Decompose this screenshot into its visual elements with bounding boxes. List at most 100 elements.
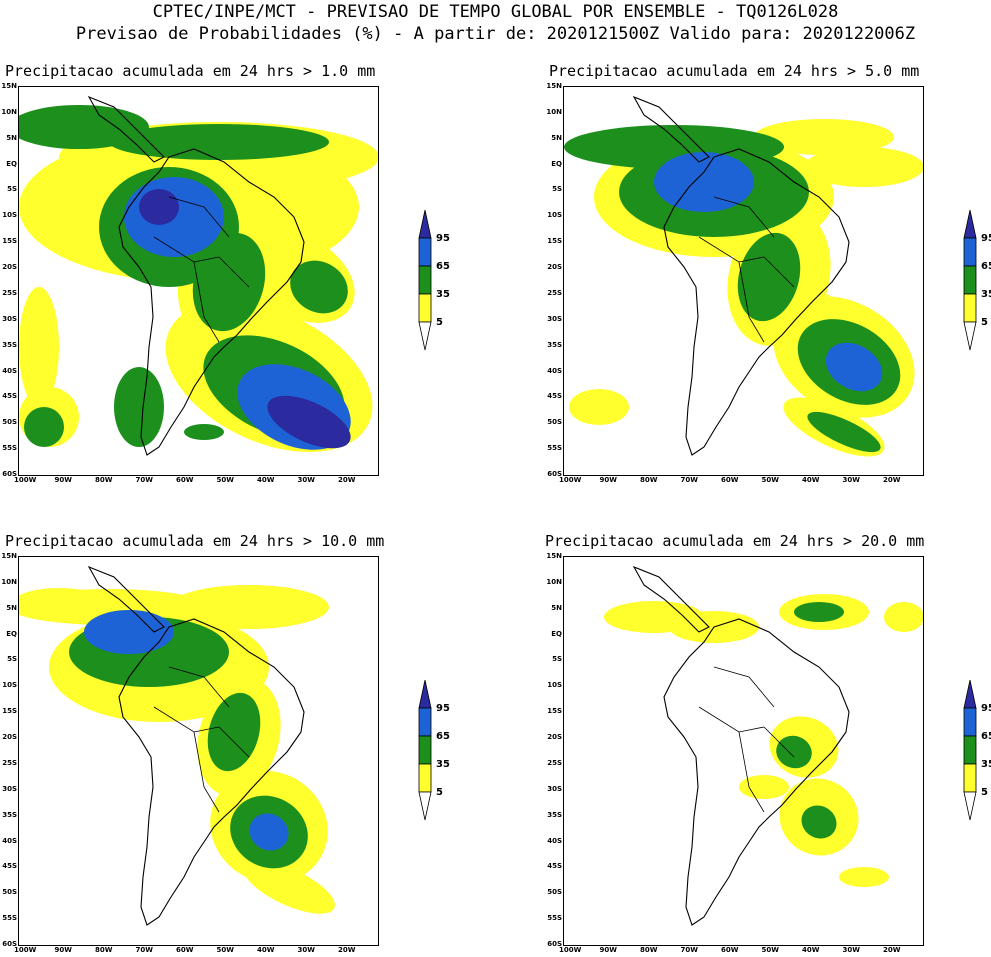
lat-tick-label: 55S	[547, 914, 562, 923]
precip-map-svg	[604, 565, 923, 926]
lat-tick-label: EQ	[6, 159, 17, 168]
legend-label: 65	[436, 731, 450, 742]
lon-tick-label: 30W	[297, 946, 315, 954]
country-border	[193, 731, 220, 813]
country-border	[698, 706, 765, 733]
lat-tick-label: 30S	[2, 314, 17, 323]
legend-colorbar	[418, 210, 432, 351]
lat-tick-label: 10S	[2, 681, 17, 690]
country-border	[218, 726, 250, 758]
lat-tick-label: EQ	[551, 159, 562, 168]
lat-tick-label: 15S	[2, 237, 17, 246]
lon-tick-label: 70W	[135, 476, 153, 484]
map-panel-10mm	[18, 556, 379, 946]
lon-tick-label: 80W	[95, 476, 113, 484]
lon-tick-label: 30W	[842, 476, 860, 484]
country-border	[763, 726, 795, 758]
country-border	[713, 196, 775, 238]
probability-area	[807, 411, 881, 453]
legend-swatch-below	[963, 321, 977, 351]
probability-area	[801, 805, 837, 839]
lat-tick-label: 25S	[547, 288, 562, 297]
probability-area	[24, 407, 64, 447]
lat-tick-label: 5N	[551, 133, 562, 142]
probability-area	[267, 395, 351, 449]
lat-tick-label: 45S	[2, 392, 17, 401]
lat-tick-label: 5N	[6, 133, 17, 142]
lat-tick-label: 10N	[546, 107, 562, 116]
lat-tick-label: 60S	[547, 470, 562, 478]
lon-tick-label: 60W	[176, 476, 194, 484]
country-border	[763, 256, 795, 288]
lat-tick-label: 5S	[552, 655, 562, 664]
probability-area	[192, 232, 266, 332]
precip-map-svg	[19, 565, 335, 926]
coastline	[632, 95, 710, 163]
legend-swatch-5	[963, 763, 977, 793]
probability-area	[249, 813, 289, 851]
coastline	[87, 95, 165, 163]
legend-label: 35	[981, 289, 991, 300]
panel-title-5mm: Precipitacao acumulada em 24 hrs > 5.0 m…	[549, 62, 920, 80]
lon-tick-label: 20W	[338, 476, 356, 484]
lat-tick-label: 30S	[547, 314, 562, 323]
lat-tick-label: 15N	[546, 82, 562, 90]
lon-tick-label: 40W	[257, 476, 275, 484]
lat-tick-label: 45S	[547, 862, 562, 871]
country-border	[168, 196, 230, 238]
lon-tick-label: 40W	[802, 946, 820, 954]
lon-tick-label: 70W	[680, 476, 698, 484]
main-title: CPTEC/INPE/MCT - PREVISAO DE TEMPO GLOBA…	[152, 2, 839, 22]
lon-tick-label: 60W	[176, 946, 194, 954]
probability-area	[739, 775, 789, 799]
lat-tick-label: 45S	[547, 392, 562, 401]
lat-tick-label: 10S	[2, 211, 17, 220]
legend-label: 95	[981, 233, 991, 244]
legend-swatch-65	[963, 237, 977, 267]
probability-area	[207, 692, 261, 772]
lat-tick-label: 35S	[2, 340, 17, 349]
lat-tick-label: 20S	[2, 733, 17, 742]
map-panel-20mm	[563, 556, 924, 946]
lat-tick-label: 25S	[2, 758, 17, 767]
probability-area	[569, 389, 629, 425]
probability-area	[19, 287, 59, 407]
probability-area	[114, 367, 164, 447]
legend-swatch-65	[418, 237, 432, 267]
legend-label: 5	[981, 317, 988, 328]
legend-swatch-35	[418, 265, 432, 295]
lon-tick-label: 30W	[297, 476, 315, 484]
lon-tick-label: 100W	[559, 946, 582, 954]
lat-tick-label: 15S	[547, 707, 562, 716]
lon-tick-label: 20W	[883, 476, 901, 484]
probability-area	[825, 342, 883, 392]
coastline	[118, 618, 305, 926]
probability-area	[184, 424, 224, 440]
lon-tick-label: 100W	[559, 476, 582, 484]
panel-title-1mm: Precipitacao acumulada em 24 hrs > 1.0 m…	[5, 62, 376, 80]
lon-tick-label: 50W	[761, 946, 779, 954]
probability-area	[884, 602, 923, 632]
lon-tick-label: 90W	[54, 476, 72, 484]
lon-tick-label: 100W	[14, 946, 37, 954]
lon-tick-label: 80W	[640, 476, 658, 484]
probability-area	[84, 610, 174, 654]
lat-tick-label: 10N	[1, 107, 17, 116]
legend-20mm: 95 65 35 5	[963, 680, 991, 822]
lat-tick-label: 40S	[547, 836, 562, 845]
lon-tick-label: 90W	[599, 946, 617, 954]
lat-tick-label: 35S	[547, 340, 562, 349]
lon-tick-label: 20W	[338, 946, 356, 954]
legend-1mm: 95 65 35 5	[418, 210, 450, 352]
lat-tick-label: 60S	[547, 940, 562, 948]
lat-tick-label: 15S	[2, 707, 17, 716]
legend-label: 95	[436, 233, 450, 244]
probability-area	[794, 602, 844, 622]
coastline	[87, 565, 165, 633]
probability-area	[19, 588, 104, 616]
panel-title-10mm: Precipitacao acumulada em 24 hrs > 10.0 …	[5, 532, 385, 550]
legend-swatch-65	[418, 707, 432, 737]
lat-tick-label: 15S	[547, 237, 562, 246]
probability-area	[139, 189, 179, 225]
lat-tick-label: EQ	[6, 629, 17, 638]
